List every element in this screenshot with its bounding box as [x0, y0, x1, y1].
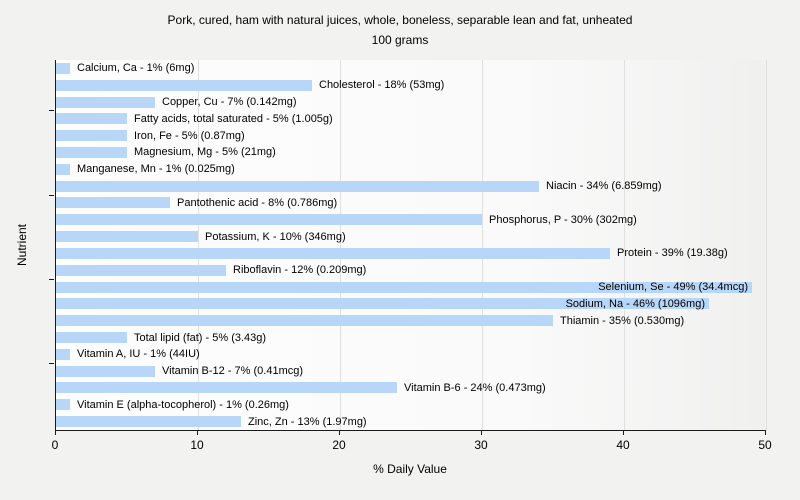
bar — [56, 298, 709, 309]
x-tick-label: 20 — [332, 438, 346, 452]
bar-label: Vitamin A, IU - 1% (44IU) — [77, 348, 200, 360]
x-tick-label: 50 — [758, 438, 772, 452]
x-tick-label: 0 — [51, 438, 59, 452]
bar-label: Calcium, Ca - 1% (6mg) — [77, 62, 195, 74]
bar — [56, 349, 70, 360]
gridline-x-20 — [340, 60, 341, 430]
bar — [56, 113, 127, 124]
bar-label: Thiamin - 35% (0.530mg) — [560, 315, 685, 327]
x-axis-tick — [481, 431, 482, 435]
bar — [56, 214, 482, 225]
y-axis-tick — [49, 110, 54, 111]
bar-label: Selenium, Se - 49% (34.4mcg) — [598, 281, 748, 293]
bar — [56, 181, 539, 192]
bar — [56, 399, 70, 410]
y-axis-tick — [49, 195, 54, 196]
x-axis-label: % Daily Value — [373, 462, 447, 476]
y-axis-tick — [49, 363, 54, 364]
bar-label: Sodium, Na - 46% (1096mg) — [565, 298, 705, 310]
bar-label: Zinc, Zn - 13% (1.97mg) — [248, 416, 367, 428]
chart-title-block: Pork, cured, ham with natural juices, wh… — [0, 10, 800, 50]
bar-label: Iron, Fe - 5% (0.87mg) — [134, 130, 245, 142]
bar — [56, 265, 226, 276]
bar-label: Cholesterol - 18% (53mg) — [319, 79, 445, 91]
bar-label: Vitamin B-6 - 24% (0.473mg) — [404, 382, 546, 394]
bar — [56, 282, 752, 293]
bar-label: Niacin - 34% (6.859mg) — [546, 180, 662, 192]
bar — [56, 332, 127, 343]
x-axis-tick — [197, 431, 198, 435]
bar-label: Fatty acids, total saturated - 5% (1.005… — [134, 113, 333, 125]
y-axis-label: Nutrient — [15, 223, 29, 267]
bar — [56, 248, 610, 259]
bar — [56, 63, 70, 74]
gridline-x-40 — [624, 60, 625, 430]
bar — [56, 382, 397, 393]
gridline-x-30 — [482, 60, 483, 430]
bar — [56, 130, 127, 141]
bar-label: Total lipid (fat) - 5% (3.43g) — [134, 332, 267, 344]
gridline-x-10 — [198, 60, 199, 430]
bar-label: Manganese, Mn - 1% (0.025mg) — [77, 163, 235, 175]
bar-label: Riboflavin - 12% (0.209mg) — [233, 264, 367, 276]
x-axis-tick — [623, 431, 624, 435]
plot-area: Calcium, Ca - 1% (6mg) Cholesterol - 18% … — [55, 60, 767, 431]
bar-label: Phosphorus, P - 30% (302mg) — [489, 214, 637, 226]
bar-label: Magnesium, Mg - 5% (21mg) — [134, 146, 276, 158]
bar-label: Protein - 39% (19.38g) — [617, 247, 728, 259]
bar — [56, 416, 241, 427]
bar-label: Vitamin E (alpha-tocopherol) - 1% (0.26m… — [77, 399, 289, 411]
bar — [56, 80, 312, 91]
bar-label: Vitamin B-12 - 7% (0.41mcg) — [162, 365, 304, 377]
x-tick-label: 40 — [616, 438, 630, 452]
y-axis-tick — [49, 279, 54, 280]
bar — [56, 231, 198, 242]
x-tick-label: 30 — [474, 438, 488, 452]
chart-subtitle: 100 grams — [371, 33, 429, 47]
bar-label: Copper, Cu - 7% (0.142mg) — [162, 96, 297, 108]
bar — [56, 147, 127, 158]
gridline-x-50 — [766, 60, 767, 430]
bar — [56, 97, 155, 108]
chart-title: Pork, cured, ham with natural juices, wh… — [167, 13, 633, 27]
x-tick-label: 10 — [190, 438, 204, 452]
bar-label: Pantothenic acid - 8% (0.786mg) — [177, 197, 338, 209]
x-axis-tick — [339, 431, 340, 435]
bar — [56, 164, 70, 175]
bar-label: Potassium, K - 10% (346mg) — [205, 231, 346, 243]
x-axis-tick — [765, 431, 766, 435]
x-axis-tick — [55, 431, 56, 435]
bar — [56, 315, 553, 326]
bar — [56, 197, 170, 208]
bar — [56, 366, 155, 377]
